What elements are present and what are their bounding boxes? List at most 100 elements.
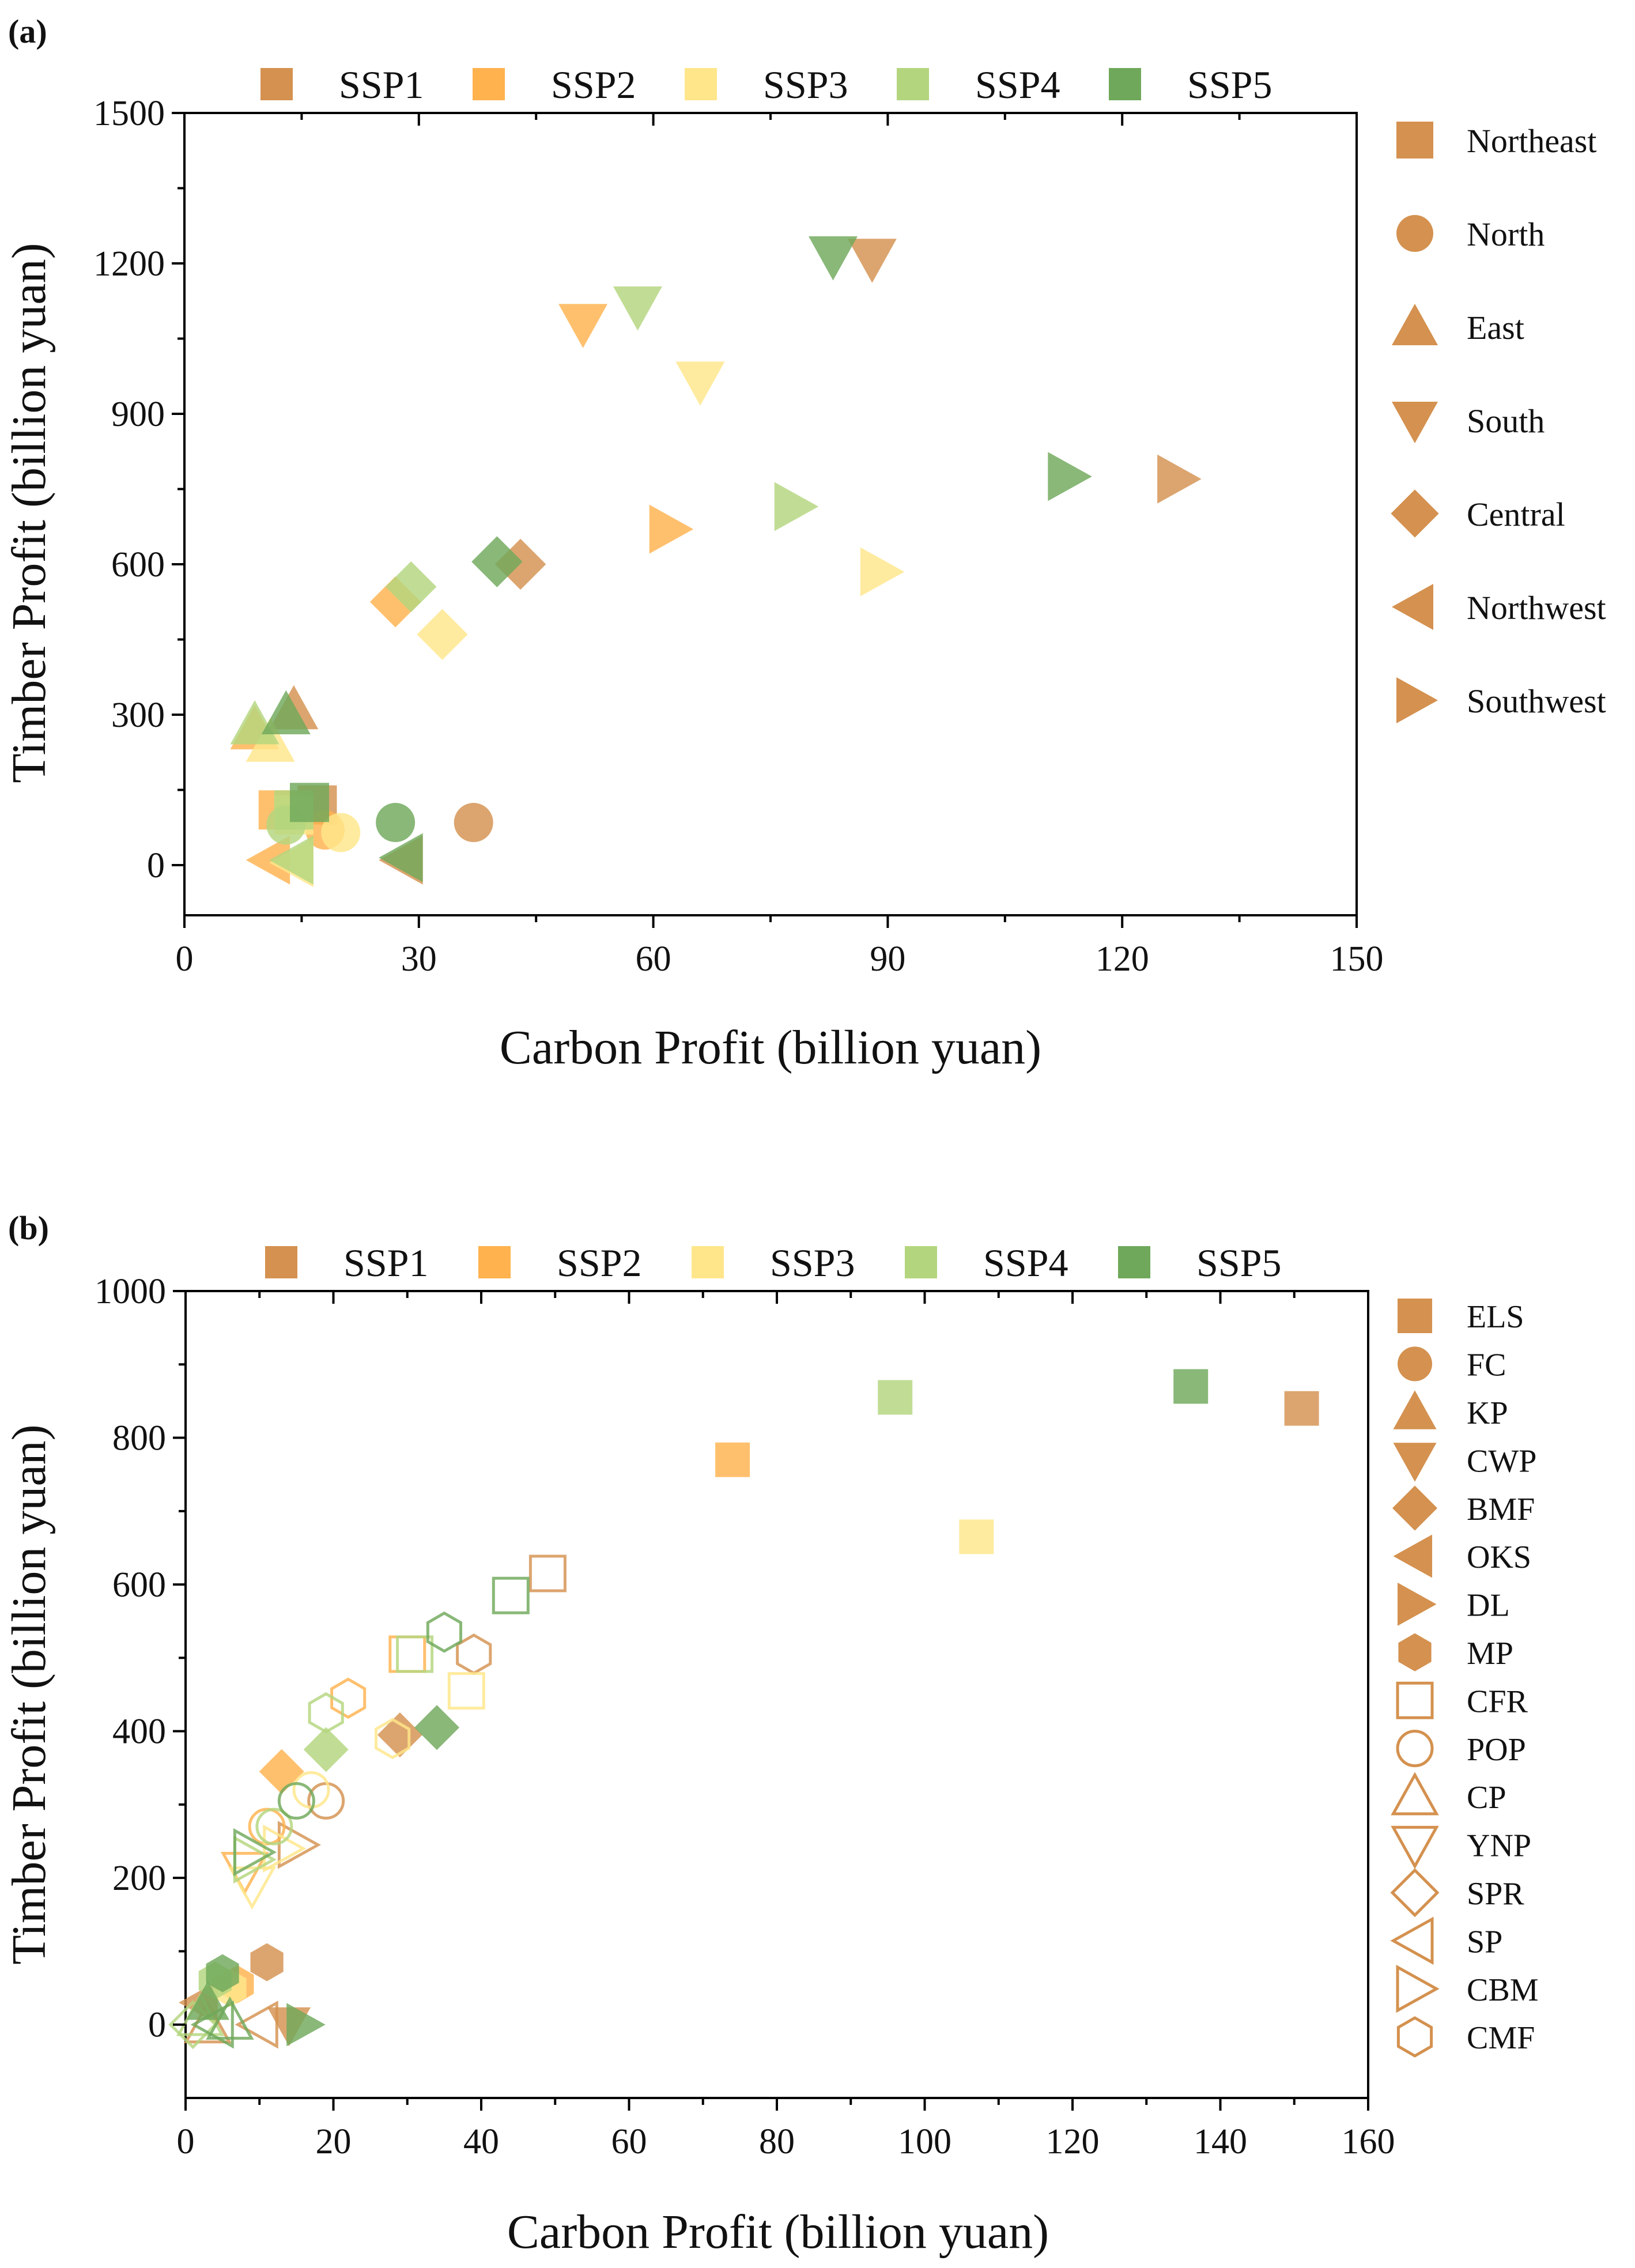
legend-marker-oks [1393, 1534, 1432, 1578]
legend-swatch-ssp4 [905, 1246, 937, 1278]
y-tick-label: 0 [147, 846, 165, 885]
legend-label-northeast: Northeast [1467, 122, 1597, 160]
data-point-ssp2-cfr [388, 1635, 426, 1673]
panel-a-x-axis-title: Carbon Profit (billion yuan) [500, 1021, 1041, 1074]
panel-a-marker-legend: Northeast North East South Central Northwest S… [1391, 122, 1606, 723]
panel-b-x-axis-title: Carbon Profit (billion yuan) [507, 2205, 1049, 2259]
legend-marker-ynp [1391, 1825, 1439, 1870]
legend-marker-northwest [1392, 584, 1433, 630]
y-tick-label: 1000 [95, 1272, 166, 1311]
legend-swatch-ssp3 [692, 1246, 724, 1278]
legend-label-cwp: CWP [1467, 1443, 1536, 1479]
legend-label-ssp5: SSP5 [1187, 63, 1272, 107]
x-tick-label: 160 [1342, 2122, 1395, 2161]
panel-b-y-axis-title: Timber Profit (billion yuan) [2, 1424, 56, 1964]
legend-label-spr: SPR [1467, 1876, 1524, 1912]
data-point-ssp5-mp [206, 1954, 239, 1992]
x-tick-label: 150 [1330, 939, 1384, 979]
data-point-ssp3-cmf [375, 1718, 411, 1760]
legend-label-east: East [1467, 309, 1524, 346]
legend-marker-bmf [1392, 1485, 1437, 1531]
data-point-ssp4-els [878, 1380, 913, 1415]
data-point-ssp1-north [454, 803, 493, 843]
data-point-ssp5-cmf [426, 1611, 462, 1653]
data-point-ssp2-northwest [246, 835, 290, 885]
legend-label-cp: CP [1467, 1780, 1506, 1816]
legend-label-cmf: CMF [1467, 2020, 1535, 2056]
data-point-ssp5-southwest [1048, 452, 1092, 501]
panel-a-label: (a) [8, 13, 47, 50]
panel-b-y-axis: 0 200 400 600 800 1000 [95, 1272, 186, 2045]
b-plot-frame [184, 1290, 1369, 2099]
panel-a-y-axis-title: Timber Profit (billion yuan) [2, 243, 56, 783]
data-point-ssp5-els [1173, 1369, 1209, 1404]
data-point-ssp1-cbm [277, 1821, 322, 1869]
legend-label-pop: POP [1467, 1732, 1526, 1768]
data-point-ssp1-mp [250, 1943, 284, 1982]
y-tick-label: 300 [111, 696, 165, 735]
x-tick-label: 0 [177, 2122, 195, 2161]
data-point-ssp5-east [261, 690, 311, 734]
legend-swatch-ssp5 [1109, 68, 1141, 100]
data-point-ssp1-bmf [377, 1712, 422, 1757]
legend-label-ssp1: SSP1 [339, 63, 424, 107]
panel-a-plot-area [183, 112, 1358, 916]
data-point-ssp1-cfr [528, 1554, 567, 1592]
data-point-ssp2-els [715, 1442, 750, 1477]
y-tick-label: 0 [148, 2006, 166, 2045]
legend-marker-south [1392, 402, 1438, 443]
data-point-ssp5-northeast [290, 783, 329, 822]
data-point-ssp4-northwest [269, 835, 314, 885]
legend-marker-spr [1390, 1868, 1440, 1918]
panel-a-scenario-legend: SSP1 SSP2 SSP3 SSP4 SSP5 [260, 63, 1272, 107]
x-tick-label: 80 [759, 2122, 795, 2161]
legend-label-sp: SP [1467, 1924, 1502, 1960]
y-tick-label: 600 [111, 545, 165, 584]
x-tick-label: 100 [898, 2122, 951, 2161]
legend-label-els: ELS [1467, 1299, 1524, 1335]
data-point-ssp4-southwest [774, 482, 819, 531]
legend-label-kp: KP [1467, 1395, 1508, 1431]
x-tick-label: 0 [176, 939, 194, 979]
legend-marker-kp [1393, 1390, 1437, 1429]
data-point-ssp5-cfr [492, 1576, 530, 1614]
legend-swatch-ssp2 [473, 68, 505, 100]
legend-swatch-ssp1 [260, 68, 293, 100]
legend-label-ssp4: SSP4 [983, 1241, 1068, 1285]
legend-label-ssp3: SSP3 [770, 1241, 855, 1285]
panel-a-y-axis: 0 300 600 900 1200 1500 [93, 94, 184, 885]
y-tick-label: 800 [112, 1419, 166, 1458]
x-tick-label: 30 [401, 939, 437, 979]
legend-label-ssp1: SSP1 [343, 1241, 428, 1285]
legend-swatch-ssp1 [265, 1246, 297, 1278]
legend-label-southwest: Southwest [1467, 682, 1606, 720]
legend-label-cfr: CFR [1467, 1684, 1528, 1719]
legend-marker-east [1392, 304, 1438, 345]
data-point-ssp4-central [386, 561, 437, 613]
panel-b-scenario-legend: SSP1 SSP2 SSP3 SSP4 SSP5 [265, 1241, 1281, 1285]
legend-marker-cp [1391, 1772, 1439, 1816]
legend-marker-pop [1396, 1730, 1434, 1768]
legend-label-ssp2: SSP2 [551, 63, 636, 107]
data-point-ssp3-central [417, 609, 468, 660]
data-point-ssp3-els [959, 1519, 994, 1554]
data-point-ssp3-ynp [228, 1866, 277, 1910]
data-point-ssp3-north [321, 813, 361, 852]
legend-swatch-ssp5 [1118, 1246, 1150, 1278]
data-point-ssp5-northwest [379, 833, 423, 882]
legend-label-ssp3: SSP3 [763, 63, 848, 107]
panel-b-marker-legend: ELS FC KP CWP BMF OKS DL MP CFR POP CP YNP SPR SP CBM C… [1390, 1299, 1539, 2058]
legend-marker-mp [1398, 1633, 1432, 1671]
data-point-ssp4-bmf [303, 1727, 349, 1772]
data-point-ssp4-cfr [396, 1635, 434, 1673]
x-tick-label: 60 [636, 939, 671, 979]
y-tick-label: 400 [112, 1712, 166, 1752]
x-tick-label: 140 [1194, 2122, 1247, 2161]
data-point-ssp5-south [809, 236, 858, 281]
y-tick-label: 900 [111, 395, 165, 434]
data-point-ssp5-cp [206, 1996, 254, 2040]
legend-label-cbm: CBM [1467, 1972, 1539, 2008]
x-tick-label: 120 [1046, 2122, 1100, 2161]
legend-label-north: North [1467, 216, 1545, 253]
